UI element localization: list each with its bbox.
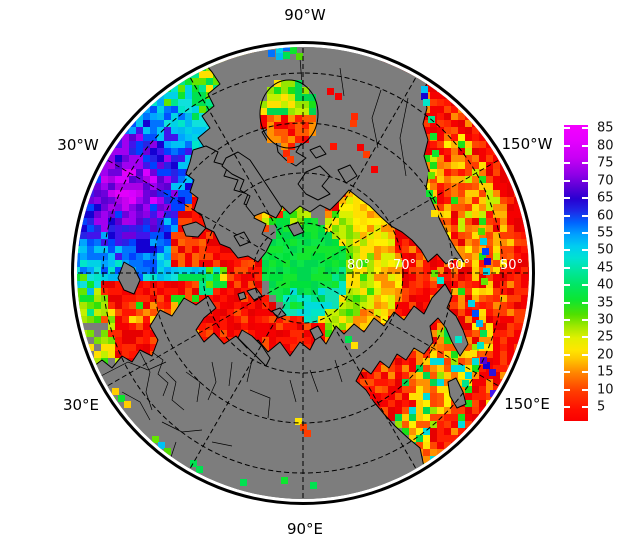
colorbar-tick — [564, 301, 570, 304]
colorbar-tick-label: 25 — [597, 329, 614, 345]
land-svalbard-2 — [237, 291, 247, 301]
meridian-label-150e: 150°E — [504, 395, 550, 413]
colorbar-tick — [564, 371, 570, 374]
colorbar-tick — [564, 266, 570, 269]
land-sakhalin — [447, 377, 467, 409]
country-borders-layer — [98, 57, 409, 461]
colorbar-tick-label: 15 — [597, 364, 614, 380]
hudson-bay-layer — [259, 79, 319, 150]
colorbar-tick — [582, 162, 588, 165]
land-britain — [117, 261, 141, 295]
meridian-labels: 90°W 30°W 150°W 30°E 150°E 90°E — [57, 6, 552, 538]
colorbar-tick — [564, 162, 570, 165]
graticule-layer — [77, 47, 529, 499]
meridian-label-90e: 90°E — [287, 520, 323, 538]
colorbar-tick-label: 85 — [597, 120, 614, 136]
colorbar-tick — [582, 319, 588, 321]
colorbar-tick — [582, 144, 588, 147]
land-greenland — [185, 145, 273, 263]
colorbar-tick — [582, 249, 588, 252]
colorbar-tick — [564, 179, 570, 182]
meridian-label-30e: 30°E — [63, 396, 99, 414]
parallel-label-50: 50° — [500, 258, 523, 273]
colorbar-tick-label: 40 — [597, 277, 614, 293]
colorbar-tick — [564, 231, 570, 234]
colorbar-tick — [582, 197, 588, 200]
land-iceland — [181, 221, 207, 238]
colorbar-tick-label: 70 — [597, 173, 614, 189]
colorbar-tick-label: 75 — [597, 155, 614, 171]
colorbar-tick — [564, 144, 570, 147]
colorbar-tick-label: 10 — [597, 382, 614, 398]
colorbar-tick-label: 55 — [597, 225, 614, 241]
colorbar-tick-label: 30 — [597, 312, 614, 328]
data-specks-layer — [109, 47, 497, 489]
colorbar-tick — [564, 353, 570, 356]
colorbar-tick — [564, 249, 570, 252]
colorbar-tick — [582, 214, 588, 217]
colorbar-gradient — [564, 125, 588, 421]
map-inner-ring — [74, 44, 532, 502]
land-banks-island — [337, 164, 358, 184]
colorbar-tick — [564, 284, 570, 287]
colorbar-tick — [564, 388, 570, 391]
colorbar-tick — [564, 197, 570, 200]
colorbar-tick — [582, 301, 588, 304]
meridian-label-90w: 90°W — [284, 6, 326, 24]
colorbar-tick — [582, 353, 588, 356]
colorbar-tick — [564, 319, 570, 321]
parallel-labels: 80° 70° 60° 50° — [347, 258, 523, 273]
colorbar-tick — [564, 336, 570, 339]
meridian-label-150w: 150°W — [502, 135, 553, 153]
colorbar-tick-label: 5 — [597, 399, 606, 415]
colorbar-tick — [582, 336, 588, 339]
colorbar-tick-label: 60 — [597, 208, 614, 224]
map-outer-ring — [71, 41, 535, 505]
colorbar-tick-label: 80 — [597, 138, 614, 154]
land-eurasia — [93, 283, 469, 499]
colorbar-tick — [582, 388, 588, 391]
colorbar-tick-label: 45 — [597, 260, 614, 276]
colorbar-tick-label: 65 — [597, 190, 614, 206]
meridian-label-30w: 30°W — [57, 136, 99, 154]
land-caa-islet-2 — [309, 145, 327, 159]
parallel-label-80: 80° — [347, 258, 370, 273]
colorbar-tick — [582, 127, 588, 130]
land-severnaya-zemlya — [309, 325, 324, 341]
colorbar-tick-label: 20 — [597, 347, 614, 363]
colorbar-tick-label: 50 — [597, 242, 614, 258]
parallel-label-60: 60° — [447, 258, 470, 273]
colorbar-tick — [582, 406, 588, 409]
land-svalbard — [246, 287, 263, 301]
parallel-label-70: 70° — [393, 258, 416, 273]
colorbar-tick — [582, 371, 588, 374]
colorbar-tick — [564, 214, 570, 217]
colorbar-tick-label: 35 — [597, 295, 614, 311]
colorbar-tick — [582, 284, 588, 287]
colorbar-tick — [582, 231, 588, 234]
colorbar-tick — [582, 266, 588, 269]
colorbar-tick — [564, 127, 570, 130]
colorbar-tick — [582, 179, 588, 182]
colorbar-tick — [564, 406, 570, 409]
